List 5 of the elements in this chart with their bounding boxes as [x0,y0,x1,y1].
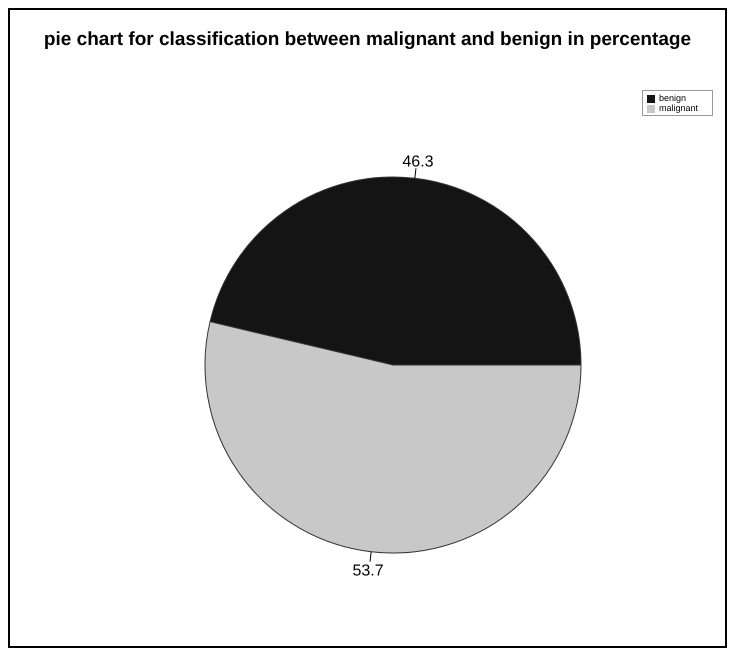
chart-title: pie chart for classification between malignant and benign in percentage [42,28,692,52]
data-label: 53.7 [352,562,384,580]
data-label: 46.3 [402,153,434,170]
legend-label: malignant [658,103,698,113]
legend-label: benign [658,93,686,103]
